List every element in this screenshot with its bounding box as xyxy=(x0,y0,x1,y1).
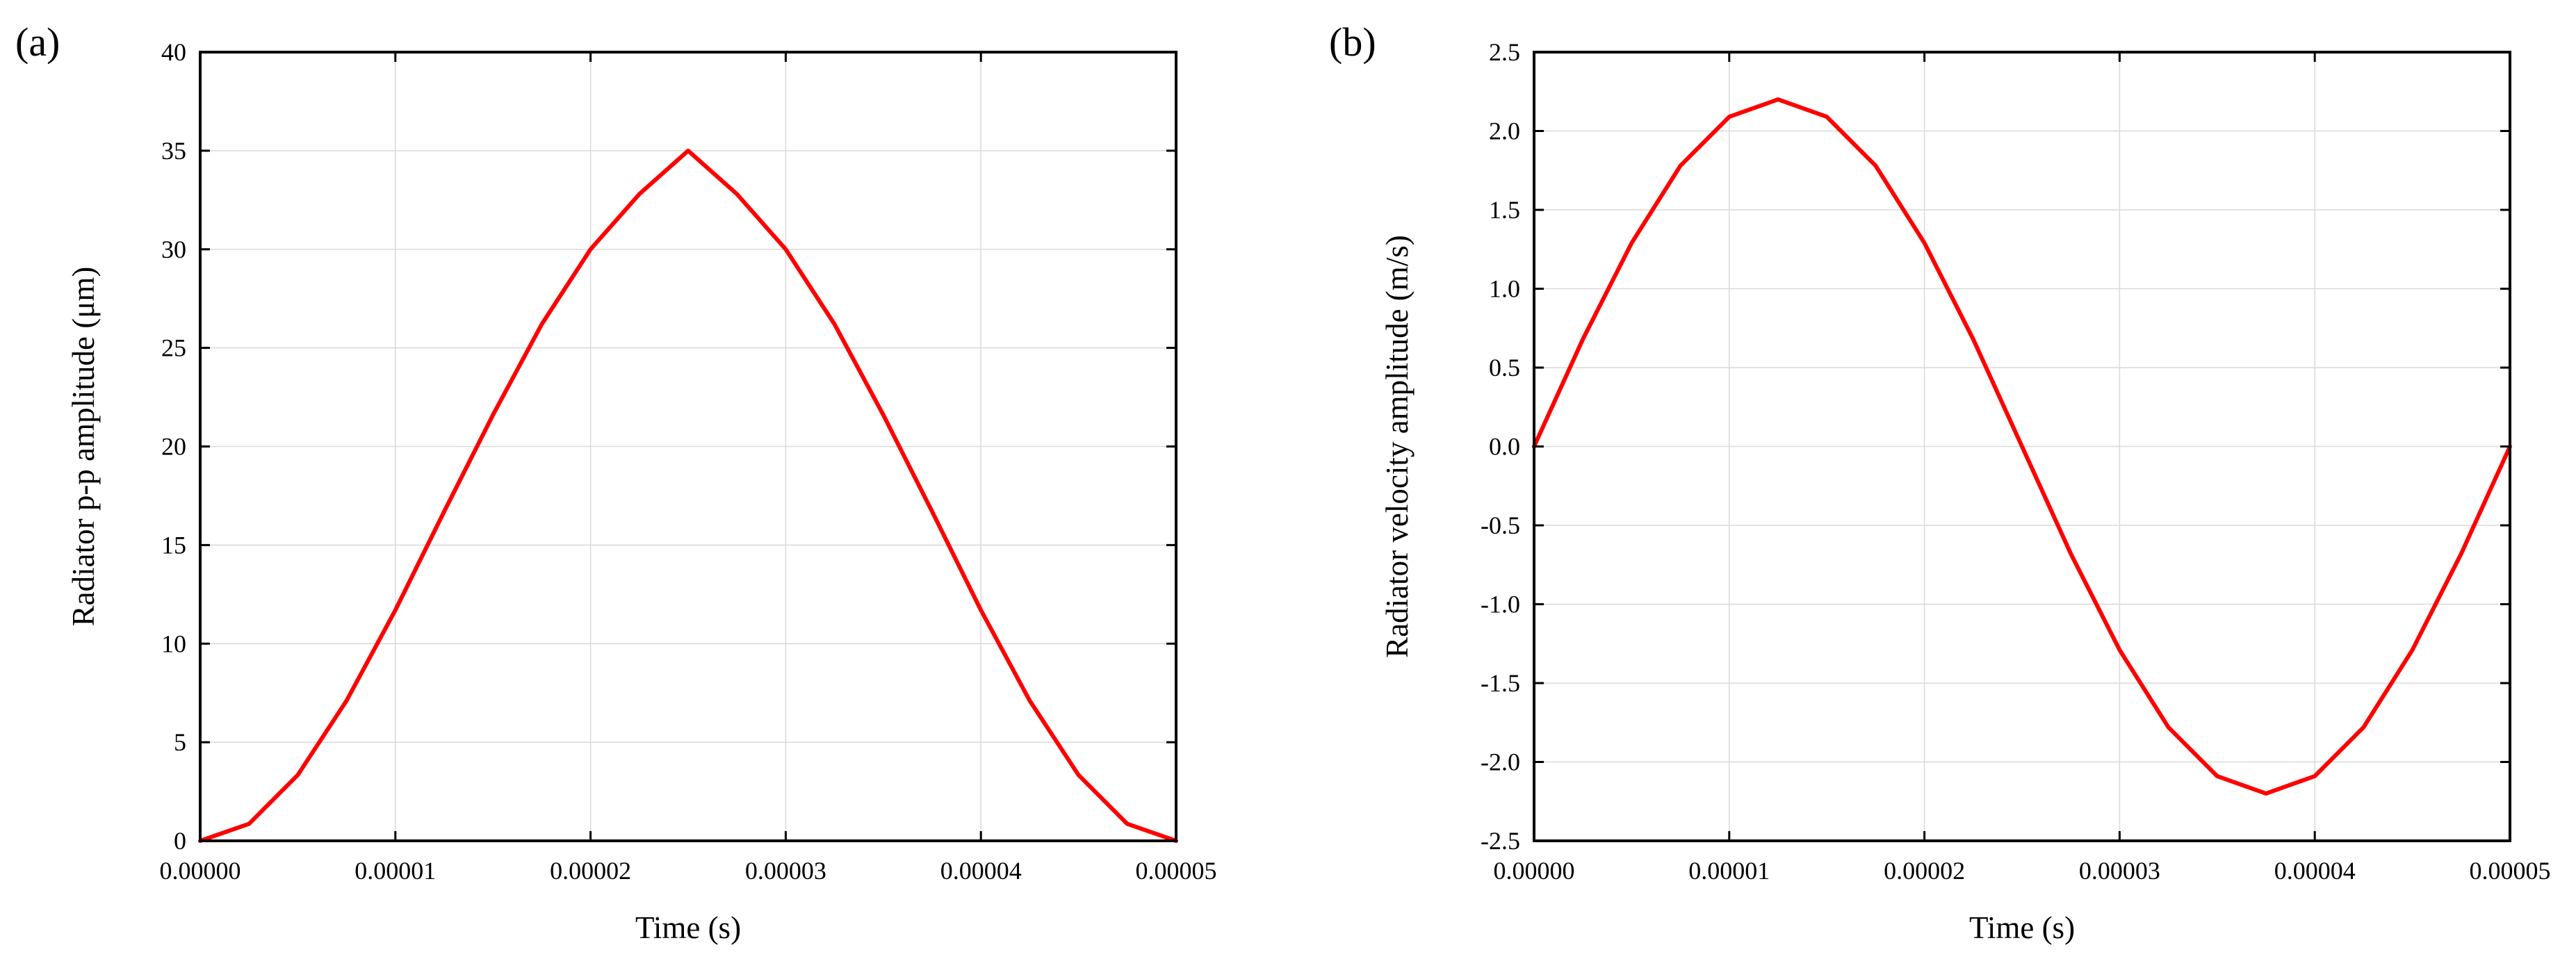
chart-b-x-axis-title: Time (s) xyxy=(1969,910,2075,945)
chart-a-panel-label: (a) xyxy=(15,19,60,65)
chart-b-series-line xyxy=(1532,97,2512,796)
chart-b-y-tick-label: -2.5 xyxy=(1481,827,1520,855)
chart-a-series-line xyxy=(198,148,1178,843)
chart-b-x-tick-label: 0.00003 xyxy=(2079,857,2160,885)
chart-b-y-tick-label: 2.0 xyxy=(1489,117,1520,145)
chart-a-x-tick-label: 0.00002 xyxy=(550,857,631,885)
chart-b-x-tick-label: 0.00001 xyxy=(1688,857,1770,885)
chart-b-y-tick-label: -1.0 xyxy=(1481,591,1520,618)
chart-b-y-tick-label: 0.0 xyxy=(1489,433,1520,461)
chart-b-y-tick-label: -0.5 xyxy=(1481,511,1520,539)
chart-a-x-tick-label: 0.00004 xyxy=(940,857,1022,885)
chart-a-y-tick-label: 0 xyxy=(174,827,186,855)
chart-a-x-tick-label: 0.00005 xyxy=(1136,857,1217,885)
chart-a: 0.00000 0.00001 0.00002 0.00003 0.00004 0.000… xyxy=(15,19,1217,945)
chart-a-x-axis-title: Time (s) xyxy=(635,910,741,945)
chart-b-x-tick-label: 0.00000 xyxy=(1494,857,1575,885)
chart-a-y-tick-label: 30 xyxy=(161,236,186,263)
chart-b-y-tick-label: 2.5 xyxy=(1489,38,1520,66)
chart-a-y-tick-label: 5 xyxy=(174,728,186,756)
chart-a-x-tick-label: 0.00001 xyxy=(354,857,436,885)
chart-b-y-tick-label: 0.5 xyxy=(1489,354,1520,382)
chart-b-x-tick-label: 0.00002 xyxy=(1884,857,1965,885)
chart-b-y-tick-label: -2.0 xyxy=(1481,748,1520,776)
chart-b-y-tick-label: 1.5 xyxy=(1489,196,1520,224)
chart-a-y-tick-label: 35 xyxy=(161,137,186,165)
chart-b-panel-label: (b) xyxy=(1329,19,1376,65)
chart-b-y-tick-label: -1.5 xyxy=(1481,669,1520,697)
chart-a-y-tick-label: 10 xyxy=(161,630,186,657)
chart-b-y-tick-label: 1.0 xyxy=(1489,275,1520,303)
chart-a-x-tick-label: 0.00000 xyxy=(160,857,241,885)
chart-a-y-tick-label: 20 xyxy=(161,433,186,461)
chart-a-y-tick-label: 25 xyxy=(161,334,186,362)
chart-b-y-axis-title: Radiator velocity amplitude (m/s) xyxy=(1380,235,1415,658)
chart-b-x-tick-label: 0.00004 xyxy=(2274,857,2356,885)
chart-a-y-axis-title: Radiator p-p amplitude (μm) xyxy=(66,267,101,627)
chart-b: 0.00000 0.00001 0.00002 0.00003 0.00004 0.000… xyxy=(1329,19,2551,945)
chart-a-y-tick-label: 40 xyxy=(161,38,186,66)
chart-b-x-tick-label: 0.00005 xyxy=(2470,857,2551,885)
chart-a-y-tick-label: 15 xyxy=(161,531,186,559)
chart-a-x-tick-label: 0.00003 xyxy=(745,857,826,885)
